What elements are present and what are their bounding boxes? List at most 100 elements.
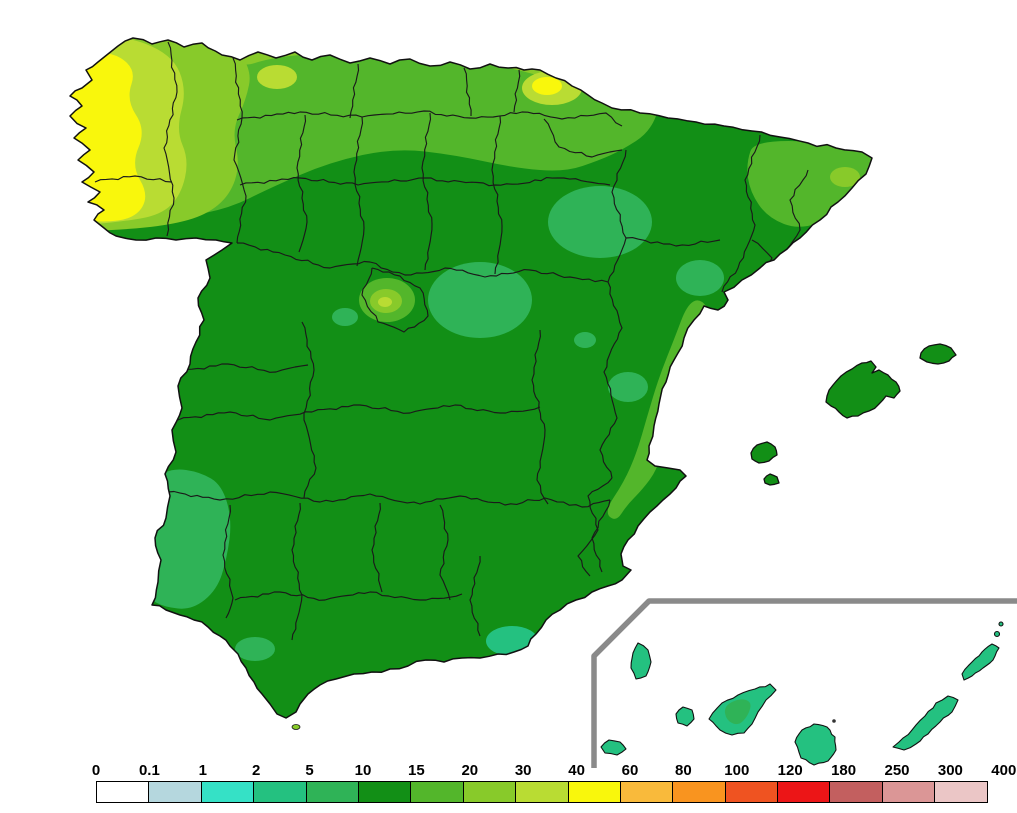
legend-cell [724,781,779,803]
la-graciosa-islet [993,630,1001,638]
legend-tick: 0.1 [138,762,160,779]
province-border [296,114,308,253]
color-scale-legend: 0 0.1 1 2 5 10 15 20 30 40 60 80 100 120 180 250 300 400 [92,760,1016,803]
legend-tick: 40 [568,762,585,779]
legend-cell [253,781,307,803]
province-border [232,57,247,244]
province-border [491,115,503,275]
province-border [234,591,463,601]
legend-cell [672,781,726,803]
province-border [721,134,761,293]
legend-cell [777,781,831,803]
legend-cell [934,781,988,803]
madrid-spot-core [378,297,392,307]
ceuta-dot [291,724,301,730]
province-borders [94,41,809,641]
legend-cell [410,781,464,803]
tenerife-inner-patch [724,699,751,725]
mallorca-island [825,360,901,419]
province-border [179,363,309,373]
low-precip-spot-5-10 [332,308,358,326]
province-border [349,63,360,119]
small-islet-dot [832,719,836,723]
el-hierro-island [600,739,627,756]
legend-cell [96,781,150,803]
canary-islands [600,621,1004,766]
legend-tick: 80 [675,762,692,779]
low-precip-spot-5-10 [548,186,652,258]
canary-inset-border [591,598,1017,768]
low-precip-spot-5-10 [235,637,275,661]
girona-spot-20-30 [830,167,860,187]
province-border [167,490,611,508]
legend-tick-row: 0 0.1 1 2 5 10 15 20 30 40 60 80 100 120 180 250 300 400 [92,760,1016,781]
legend-cell [462,781,517,803]
province-border [353,116,365,267]
peninsula-base [70,38,872,718]
legend-cell [619,781,674,803]
province-border [163,41,178,237]
girona-band-15-20 [747,141,872,227]
legend-tick: 0 [91,762,101,779]
legend-color-bar [96,781,1005,803]
legend-cell [148,781,202,803]
province-border [577,477,613,577]
legend-cell [881,781,936,803]
legend-cell [305,781,359,803]
balearic-islands [750,343,957,486]
low-precip-spot-5-10 [428,262,532,338]
province-border [599,149,627,479]
legend-cell [200,781,255,803]
province-border [311,404,541,414]
legend-tick: 1 [198,762,207,779]
province-border [543,118,623,158]
province-border [463,67,472,117]
legend-cell [567,781,621,803]
province-border [371,502,383,593]
province-border [469,555,481,637]
province-border [236,110,623,127]
peninsula-coastline [69,37,873,719]
la-gomera-island [675,706,695,727]
galicia-band-40-60 [70,53,146,222]
province-border [781,169,809,256]
menorca-island [919,343,957,365]
province-border [301,321,317,499]
legend-tick: 30 [514,762,532,779]
basque-spot-40-60 [532,77,562,95]
province-border [239,177,611,187]
legend-tick: 400 [991,762,1017,779]
formentera-island [763,473,780,486]
legend-tick: 180 [831,762,857,779]
legend-cell [357,781,412,803]
legend-tick: 120 [777,762,803,779]
province-border [421,112,433,271]
legend-tick: 2 [252,762,261,779]
province-border [236,242,609,283]
province-border [361,267,429,333]
province-border [591,499,611,573]
province-border [94,175,173,183]
la-palma-island [630,642,652,680]
legend-tick: 100 [724,762,750,779]
province-border [439,504,451,601]
low-precip-spot-5-10 [676,260,724,296]
gran-canaria-island [794,723,837,766]
province-border [625,237,721,247]
province-border [177,411,313,421]
lanzarote-island [961,643,1000,681]
province-border [513,69,521,113]
low-precip-spot-5-10 [574,332,596,348]
fuerteventura-island [892,695,959,751]
ibiza-island [750,441,778,464]
legend-tick: 15 [408,762,425,779]
legend-cell [829,781,883,803]
legend-tick: 250 [884,762,910,779]
legend-cell [515,781,569,803]
legend-tick: 5 [305,762,314,779]
province-border [531,329,549,505]
province-border [291,502,303,641]
asturias-spot-30-40 [257,65,297,89]
legend-tick: 10 [354,762,372,779]
